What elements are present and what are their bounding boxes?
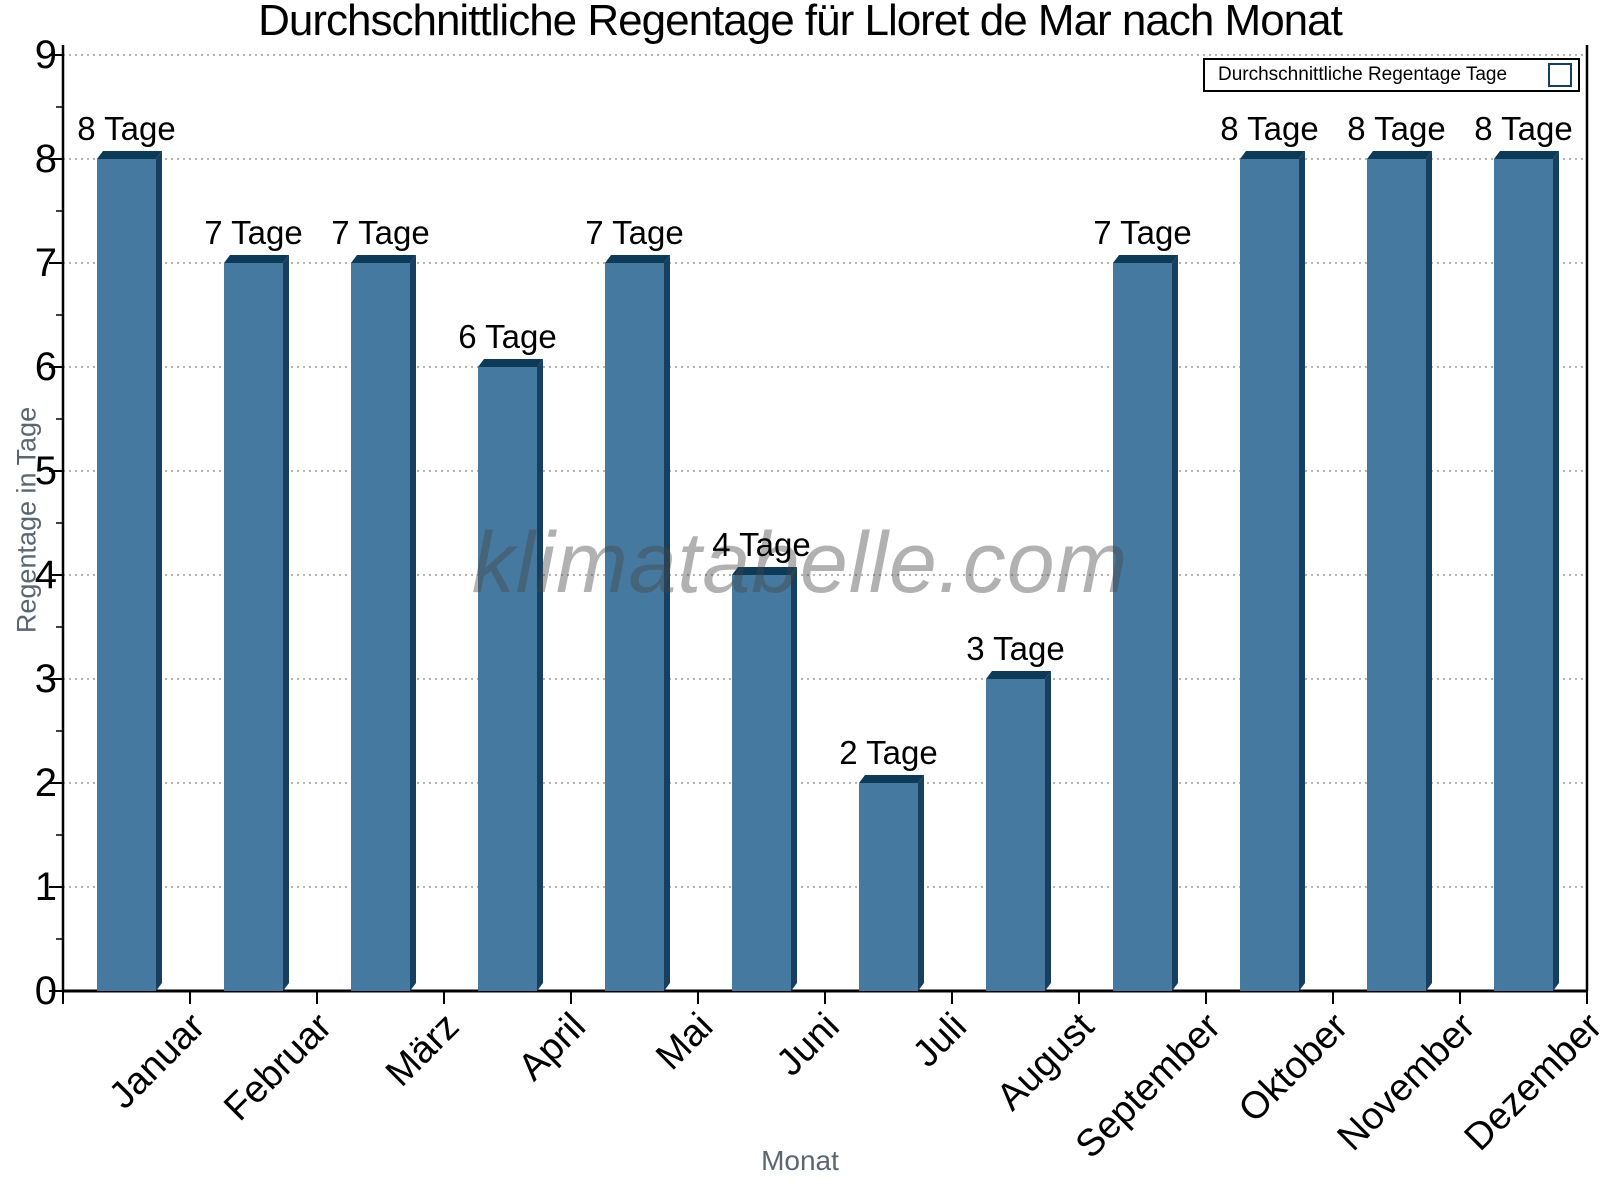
x-tick-label-Juni: Juni (768, 1005, 848, 1085)
bar-März (351, 263, 410, 991)
x-tick-label-Dezember: Dezember (1456, 1005, 1600, 1159)
y-tick-label-9: 9 (34, 33, 57, 77)
x-tick-label-April: April (510, 1005, 594, 1089)
x-tick-label-Oktober: Oktober (1230, 1005, 1356, 1131)
y-tick-label-7: 7 (34, 241, 57, 285)
x-tick-label-Mai: Mai (647, 1005, 721, 1079)
bar-value-label-Dezember: 8 Tage (1474, 110, 1573, 147)
x-tick-label-Juli: Juli (904, 1005, 975, 1076)
bar-value-label-Juni: 4 Tage (712, 526, 811, 563)
bar-Dezember (1494, 159, 1553, 991)
bar-top-November (1367, 151, 1432, 159)
bar-side-Januar (156, 151, 162, 991)
y-tick-label-8: 8 (34, 137, 57, 181)
y-tick-label-2: 2 (34, 761, 57, 805)
bar-top-Januar (97, 151, 162, 159)
legend: Durchschnittliche Regentage Tage (1203, 58, 1580, 92)
bar-side-Oktober (1299, 151, 1305, 991)
bar-side-Februar (283, 255, 289, 991)
x-tick-label-Januar: Januar (101, 1005, 213, 1118)
y-tick-label-0: 0 (34, 969, 57, 1013)
bar-top-April (478, 359, 543, 367)
bar-side-September (1172, 255, 1178, 991)
bar-top-Juli (859, 775, 924, 783)
y-tick-label-3: 3 (34, 657, 57, 701)
bar-Mai (605, 263, 664, 991)
bar-value-label-April: 6 Tage (458, 318, 557, 355)
bar-top-August (986, 671, 1051, 679)
bar-August (986, 679, 1045, 991)
bar-Juni (732, 575, 791, 991)
bar-value-label-September: 7 Tage (1093, 214, 1192, 251)
bar-top-Juni (732, 567, 797, 575)
bar-side-November (1426, 151, 1432, 991)
bar-top-Mai (605, 255, 670, 263)
bar-top-Dezember (1494, 151, 1559, 159)
bar-value-label-Februar: 7 Tage (204, 214, 303, 251)
bar-side-Juni (791, 567, 797, 991)
y-tick-label-4: 4 (34, 553, 57, 597)
bar-top-Februar (224, 255, 289, 263)
chart-title: Durchschnittliche Regentage für Lloret d… (258, 0, 1343, 45)
bar-side-Mai (664, 255, 670, 991)
y-tick-label-5: 5 (34, 449, 57, 493)
bar-side-März (410, 255, 416, 991)
bar-value-label-Oktober: 8 Tage (1220, 110, 1319, 147)
x-tick-label-Februar: Februar (216, 1005, 340, 1130)
bar-Januar (97, 159, 156, 991)
bar-value-label-März: 7 Tage (331, 214, 430, 251)
bar-value-label-Januar: 8 Tage (77, 110, 176, 147)
bar-value-label-Mai: 7 Tage (585, 214, 684, 251)
bar-top-September (1113, 255, 1178, 263)
bar-top-März (351, 255, 416, 263)
bar-September (1113, 263, 1172, 991)
x-tick-label-August: August (988, 1005, 1102, 1119)
x-axis-title: Monat (761, 1145, 839, 1176)
bar-Februar (224, 263, 283, 991)
bar-April (478, 367, 537, 991)
legend-label: Durchschnittliche Regentage Tage (1218, 64, 1508, 85)
bar-side-August (1045, 671, 1051, 991)
x-tick-label-November: November (1329, 1005, 1483, 1159)
bar-value-label-November: 8 Tage (1347, 110, 1446, 147)
legend-swatch-icon (1548, 63, 1572, 87)
bar-November (1367, 159, 1426, 991)
bar-Oktober (1240, 159, 1299, 991)
y-tick-label-1: 1 (34, 865, 57, 909)
bar-value-label-August: 3 Tage (966, 630, 1065, 667)
x-tick-label-März: März (377, 1005, 467, 1095)
bar-side-Dezember (1553, 151, 1559, 991)
bar-value-label-Juli: 2 Tage (839, 734, 938, 771)
bar-Juli (859, 783, 918, 991)
bar-side-Juli (918, 775, 924, 991)
bar-top-Oktober (1240, 151, 1305, 159)
bar-side-April (537, 359, 543, 991)
y-tick-label-6: 6 (34, 345, 57, 389)
